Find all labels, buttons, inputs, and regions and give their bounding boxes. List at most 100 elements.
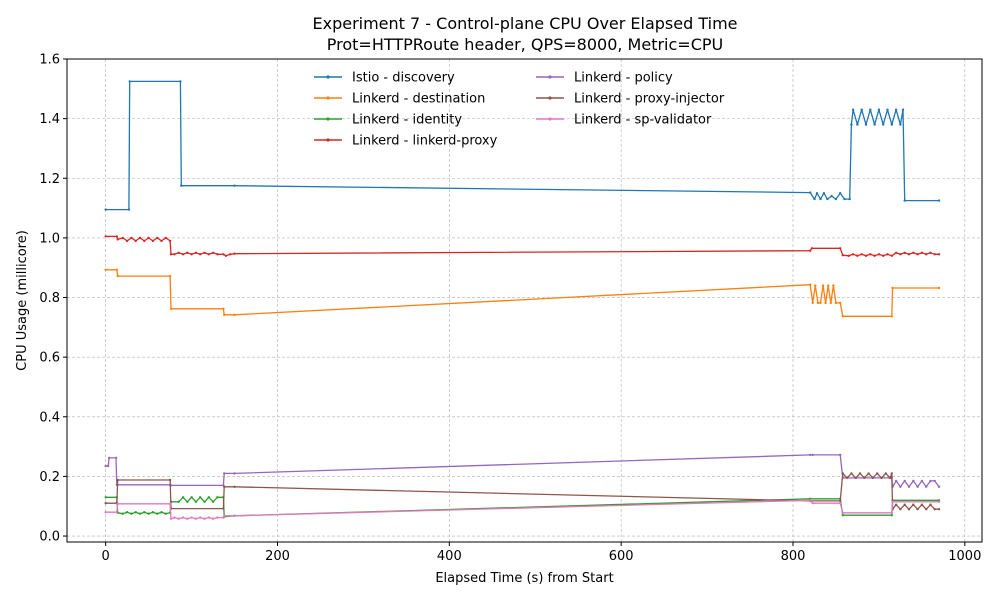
data-point	[177, 251, 180, 254]
data-point	[925, 485, 928, 488]
data-point	[156, 512, 159, 515]
x-tick-label: 1000	[948, 549, 981, 564]
legend-entry: Linkerd - sp-validator	[536, 113, 712, 128]
data-point	[882, 254, 885, 257]
plot-frame	[66, 58, 983, 543]
data-point	[819, 197, 822, 201]
x-tick-label: 800	[781, 549, 806, 564]
data-point	[222, 253, 225, 256]
series-6	[104, 499, 941, 520]
data-point	[912, 479, 915, 483]
data-point	[834, 197, 838, 201]
data-point	[903, 479, 906, 483]
data-point	[194, 251, 198, 254]
data-point	[845, 476, 849, 480]
data-point	[168, 274, 172, 278]
data-point	[851, 108, 855, 111]
data-point	[134, 511, 137, 514]
grid	[67, 58, 982, 542]
data-point	[223, 485, 226, 488]
data-point	[194, 517, 198, 520]
data-point	[211, 500, 215, 503]
data-point	[937, 508, 941, 511]
data-point	[207, 253, 210, 256]
data-point	[929, 503, 932, 506]
legend-entry: Linkerd - policy	[536, 71, 673, 86]
data-point	[233, 485, 236, 488]
data-point	[869, 108, 872, 111]
data-point	[864, 123, 868, 126]
data-point	[203, 500, 206, 503]
data-point	[233, 184, 236, 187]
y-tick-label: 1.2	[39, 172, 60, 187]
legend: Istio - discovery Linkerd - destination Li…	[314, 71, 725, 149]
data-point	[830, 194, 833, 198]
data-point	[843, 197, 846, 201]
data-point	[822, 192, 826, 195]
data-point	[809, 499, 812, 502]
data-point	[890, 472, 893, 475]
data-point	[860, 108, 863, 111]
data-point	[856, 254, 859, 257]
data-point	[177, 500, 180, 503]
data-point	[899, 123, 902, 126]
data-point	[916, 485, 919, 488]
data-point	[169, 517, 173, 520]
data-point	[121, 236, 125, 240]
data-point	[130, 236, 133, 240]
data-point	[233, 313, 236, 316]
data-point	[907, 485, 911, 488]
data-point	[826, 197, 829, 201]
data-point	[832, 284, 835, 287]
data-point	[890, 123, 893, 126]
legend-marker	[548, 75, 552, 79]
data-point	[211, 517, 215, 520]
data-point	[811, 502, 814, 505]
data-point	[886, 253, 889, 256]
data-point	[920, 251, 924, 254]
data-point	[890, 315, 893, 318]
data-point	[125, 511, 129, 514]
data-point	[229, 253, 232, 256]
data-point	[858, 472, 862, 475]
legend-marker	[548, 117, 552, 121]
data-point	[216, 516, 219, 519]
data-point	[164, 512, 167, 515]
x-tick-label: 200	[265, 549, 290, 564]
data-point	[848, 197, 851, 201]
data-point	[114, 456, 118, 460]
data-point	[890, 511, 893, 514]
data-point	[116, 502, 119, 505]
data-point	[207, 516, 210, 519]
data-point	[863, 476, 866, 480]
data-point	[903, 199, 906, 202]
data-point	[156, 236, 159, 240]
data-point	[222, 516, 225, 519]
data-point	[815, 192, 819, 195]
legend-marker	[326, 138, 330, 142]
data-point	[888, 476, 892, 480]
data-point	[890, 514, 893, 517]
data-point	[143, 511, 146, 514]
data-point	[933, 479, 936, 483]
data-point	[116, 238, 119, 241]
data-point	[877, 253, 881, 256]
data-point	[839, 247, 842, 250]
data-point	[181, 253, 185, 256]
data-point	[222, 507, 225, 510]
data-point	[107, 456, 111, 460]
legend-entry: Linkerd - identity	[314, 113, 462, 128]
data-point	[199, 496, 202, 499]
data-point	[891, 286, 894, 290]
data-point	[127, 208, 131, 211]
data-point	[839, 502, 842, 505]
data-point	[847, 254, 850, 257]
series-3	[104, 235, 941, 257]
data-point	[894, 251, 898, 254]
data-point	[130, 512, 133, 515]
y-tick-label: 0.0	[39, 530, 60, 545]
data-point	[920, 479, 924, 483]
data-point	[856, 123, 859, 126]
data-point	[181, 516, 185, 519]
